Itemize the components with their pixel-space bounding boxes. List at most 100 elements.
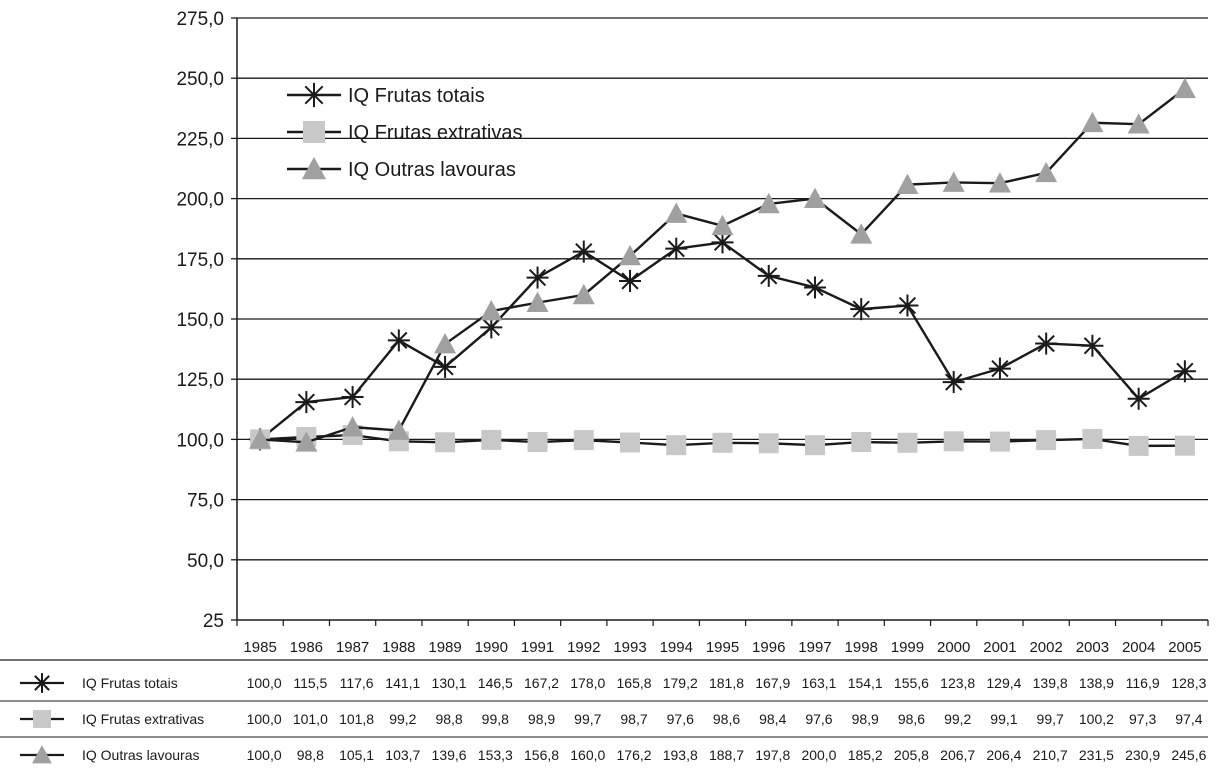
data-point <box>619 269 642 292</box>
y-tick-label: 250,0 <box>176 69 224 90</box>
table-cell: 99,2 <box>944 711 971 727</box>
legend-label: IQ Frutas totais <box>348 85 485 107</box>
data-point <box>896 173 919 194</box>
y-tick-label: 275,0 <box>176 9 224 30</box>
legend-entry: IQ Frutas totais <box>287 82 485 108</box>
data-point <box>666 435 687 456</box>
y-tick-label: 100,0 <box>176 430 224 451</box>
table-cell: 98,9 <box>852 711 879 727</box>
table-cell: 176,2 <box>617 747 652 763</box>
triangle-marker <box>32 745 52 764</box>
asterisk-marker <box>301 82 327 108</box>
x-tick-label: 2004 <box>1122 639 1155 656</box>
table-cell: 156,8 <box>524 747 559 763</box>
data-point <box>851 432 872 453</box>
table-cell: 100,0 <box>247 711 282 727</box>
table-cell: 101,0 <box>293 711 328 727</box>
table-row: IQ Frutas extrativas 100,0 101,0 101,8 99,2 9… <box>20 710 1203 728</box>
square-marker <box>303 121 325 143</box>
data-point <box>1173 360 1196 383</box>
table-cell: 98,6 <box>713 711 740 727</box>
table-cell: 99,7 <box>1037 711 1064 727</box>
data-point <box>1036 430 1057 451</box>
x-tick-label: 1999 <box>891 639 924 656</box>
table-cell: 230,9 <box>1125 747 1160 763</box>
x-tick-label: 2000 <box>937 639 970 656</box>
y-tick-label: 50,0 <box>187 551 224 572</box>
table-row-label: IQ Frutas extrativas <box>82 711 204 727</box>
data-point <box>665 237 688 260</box>
table-cell: 97,6 <box>667 711 694 727</box>
table-cell: 98,7 <box>620 711 647 727</box>
table-cell: 101,8 <box>339 711 374 727</box>
table-cell: 163,1 <box>801 675 836 691</box>
data-point <box>897 432 918 453</box>
data-point <box>341 416 364 437</box>
x-tick-label: 1990 <box>475 639 508 656</box>
table-cell: 185,2 <box>848 747 883 763</box>
data-point <box>896 294 919 317</box>
table-cell: 100,0 <box>247 747 282 763</box>
table-cell: 97,3 <box>1129 711 1156 727</box>
data-point <box>665 202 688 223</box>
data-point <box>989 431 1010 452</box>
series-0 <box>249 231 1196 451</box>
table-cell: 160,0 <box>570 747 605 763</box>
data-point <box>1035 332 1058 355</box>
data-point <box>1081 334 1104 357</box>
data-point <box>480 300 503 321</box>
data-point <box>803 187 826 208</box>
square-marker <box>33 710 51 728</box>
y-tick-label: 175,0 <box>176 250 224 271</box>
x-tick-label: 1997 <box>798 639 831 656</box>
table-cell: 116,9 <box>1126 675 1160 691</box>
table-cell: 181,8 <box>709 675 744 691</box>
legend-entry: IQ Outras lavouras <box>287 156 516 181</box>
x-tick-label: 1992 <box>567 639 600 656</box>
data-point <box>572 283 595 305</box>
series-2 <box>249 77 1196 452</box>
x-tick-label: 1987 <box>336 639 369 656</box>
table-cell: 99,8 <box>482 711 509 727</box>
table-cell: 129,4 <box>986 675 1021 691</box>
x-tick-label: 2001 <box>983 639 1016 656</box>
x-tick-label: 1986 <box>290 639 323 656</box>
x-tick-label: 2003 <box>1076 639 1109 656</box>
table-row-label: IQ Outras lavouras <box>82 747 200 763</box>
data-point <box>481 429 502 450</box>
triangle-marker <box>301 156 327 180</box>
table-cell: 154,1 <box>848 675 883 691</box>
table-cell: 99,1 <box>990 711 1017 727</box>
x-tick-label: 2002 <box>1029 639 1062 656</box>
data-table: IQ Frutas totais 100,0 115,5 117,6 141,1 130,… <box>0 659 1208 764</box>
y-tick-label: 200,0 <box>176 190 224 211</box>
table-cell: 139,8 <box>1033 675 1068 691</box>
table-cell: 100,0 <box>247 675 282 691</box>
x-tick-label: 1995 <box>706 639 739 656</box>
data-point <box>526 291 549 312</box>
y-tick-label: 25 <box>203 611 224 632</box>
table-row-label: IQ Frutas totais <box>82 675 178 691</box>
table-cell: 146,5 <box>478 675 513 691</box>
data-point <box>943 431 964 452</box>
table-row: IQ Frutas totais 100,0 115,5 117,6 141,1 130,… <box>20 673 1207 693</box>
data-point <box>758 433 779 454</box>
x-tick-label: 1998 <box>845 639 878 656</box>
data-point <box>295 431 318 452</box>
x-tick-label: 1991 <box>521 639 554 656</box>
y-tick-label: 75,0 <box>187 491 224 512</box>
table-cell: 98,6 <box>898 711 925 727</box>
y-tick-label: 125,0 <box>176 370 224 391</box>
data-point <box>620 432 641 453</box>
legend-label: IQ Frutas extrativas <box>348 122 523 144</box>
table-cell: 231,5 <box>1079 747 1114 763</box>
data-point <box>1127 387 1150 410</box>
data-point <box>1128 435 1149 456</box>
data-point <box>341 386 364 409</box>
table-cell: 98,8 <box>435 711 462 727</box>
table-cell: 155,6 <box>894 675 929 691</box>
table-cell: 100,2 <box>1079 711 1114 727</box>
x-tick-label: 1994 <box>660 639 693 656</box>
legend-label: IQ Outras lavouras <box>348 159 516 181</box>
